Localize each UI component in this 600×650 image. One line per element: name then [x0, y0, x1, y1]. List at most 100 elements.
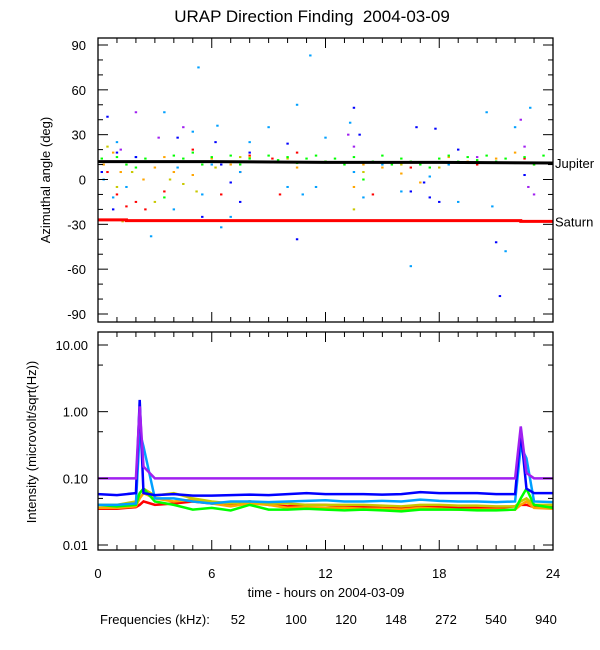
angle-point-272: [191, 130, 194, 133]
angle-point-120: [438, 166, 441, 169]
angle-point-148: [267, 154, 270, 157]
angle-point-148: [428, 166, 431, 169]
x-tick-label: 0: [94, 566, 101, 581]
frequency-legend: Frequencies (kHz): 52 100 120 148 272 540 940: [100, 612, 557, 627]
angle-point-100: [119, 171, 122, 174]
angle-point-148: [390, 163, 394, 166]
angle-point-272: [163, 111, 166, 114]
angle-point-148: [352, 156, 356, 159]
angle-point-940: [523, 145, 526, 148]
angle-point-148: [314, 154, 318, 157]
angle-point-52: [278, 193, 282, 196]
angle-point-52: [523, 157, 526, 160]
angle-point-120: [115, 185, 119, 188]
angle-point-148: [542, 154, 545, 157]
legend-entry-100: 100: [285, 612, 307, 627]
angle-point-120: [153, 200, 157, 203]
angle-point-148: [210, 156, 213, 159]
angle-point-540: [409, 190, 413, 193]
azimuth-y-axis-label: Azimuthal angle (deg): [38, 117, 53, 243]
angle-point-272: [348, 121, 352, 124]
angle-point-148: [144, 157, 147, 160]
angle-point-52: [115, 193, 119, 196]
angle-point-272: [210, 163, 213, 166]
angle-point-540: [494, 241, 498, 244]
intensity-line-272: [98, 431, 554, 507]
chart-title: URAP Direction Finding 2004-03-09: [174, 7, 450, 26]
angle-point-148: [229, 154, 232, 157]
angle-point-940: [519, 118, 522, 121]
angle-point-148: [475, 159, 479, 162]
angle-point-540: [358, 133, 361, 136]
angle-point-100: [229, 163, 232, 166]
angle-point-272: [111, 196, 115, 199]
x-tick-label: 18: [432, 566, 446, 581]
angle-point-272: [362, 196, 365, 199]
angle-point-100: [163, 156, 166, 159]
angle-point-540: [111, 208, 115, 211]
intensity-plot-frame: [97, 331, 554, 551]
angle-point-272: [125, 185, 128, 188]
angle-point-148: [286, 156, 289, 159]
angle-point-272: [428, 175, 431, 178]
angle-point-940: [182, 126, 185, 129]
angle-point-272: [491, 205, 494, 208]
angle-point-52: [163, 190, 166, 193]
angle-point-100: [111, 151, 115, 154]
angle-point-940: [134, 111, 138, 114]
angle-point-120: [352, 208, 356, 211]
angle-point-100: [102, 163, 105, 166]
legend-entry-148: 148: [385, 612, 407, 627]
angle-point-272: [201, 193, 204, 196]
angle-point-272: [267, 126, 270, 129]
azimuth-panel: Jupiter Saturn 90 60 30 0 -30 -60 -90 Azimuthal …: [38, 37, 595, 323]
angle-point-148: [504, 157, 507, 160]
legend-entry-940: 940: [535, 612, 557, 627]
angle-point-272: [115, 141, 119, 144]
angle-point-940: [157, 136, 160, 139]
angle-point-540: [428, 196, 431, 199]
angle-point-52: [475, 163, 479, 166]
angle-point-52: [125, 205, 128, 208]
angle-point-148: [115, 156, 119, 159]
y-tick-label: 0: [79, 173, 86, 188]
angle-point-540: [238, 200, 242, 203]
angle-point-940: [532, 193, 536, 196]
angle-point-120: [286, 157, 289, 160]
x-tick-label: 6: [208, 566, 215, 581]
angle-point-540: [422, 181, 426, 184]
angle-point-148: [400, 157, 403, 160]
angle-point-272: [149, 235, 153, 238]
intensity-panel: 10.00 1.00 0.10 0.01 0 6 12 18 24 Intensity (mic…: [24, 331, 560, 600]
x-axis-label: time - hours on 2004-03-09: [248, 585, 405, 600]
angle-point-148: [532, 163, 536, 166]
angle-point-148: [248, 157, 251, 160]
angle-point-272: [238, 171, 242, 174]
angle-point-52: [371, 193, 375, 196]
angle-point-540: [248, 151, 251, 154]
angle-point-272: [197, 66, 200, 69]
legend-entry-540: 540: [485, 612, 507, 627]
angle-point-540: [434, 127, 437, 130]
angle-point-272: [529, 106, 532, 109]
angle-point-148: [305, 157, 308, 160]
angle-point-148: [238, 163, 242, 166]
angle-point-540: [134, 156, 138, 159]
angle-point-52: [134, 200, 138, 203]
angle-point-540: [438, 200, 441, 203]
angle-point-100: [494, 157, 498, 160]
angle-point-100: [172, 171, 176, 174]
angle-point-540: [229, 181, 232, 184]
angle-point-540: [100, 171, 103, 174]
jupiter-label: Jupiter: [555, 156, 595, 171]
angle-point-52: [220, 193, 223, 196]
angle-point-120: [214, 166, 217, 169]
angle-point-100: [400, 172, 403, 175]
intensity-line-940: [98, 406, 553, 480]
angle-point-100: [295, 166, 299, 169]
y-tick-label: 60: [72, 83, 86, 98]
angle-point-148: [276, 159, 280, 162]
angle-point-940: [527, 185, 530, 188]
angle-point-272: [457, 200, 460, 203]
